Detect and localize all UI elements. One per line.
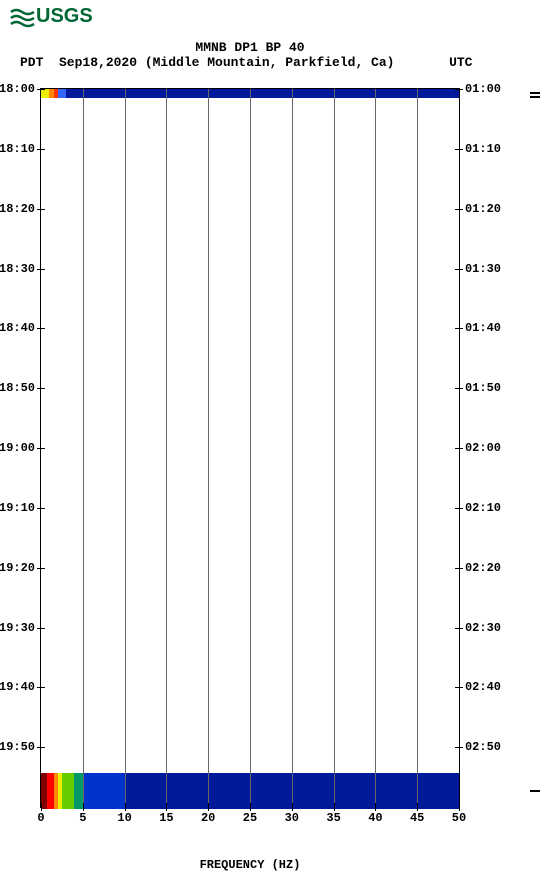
page-root: USGS MMNB DP1 BP 40 PDT Sep18,2020 (Midd…: [0, 0, 552, 893]
y-tick-label-right: 01:50: [465, 381, 501, 395]
x-tick-label: 20: [201, 811, 215, 825]
y-tick-label-left: 19:10: [0, 501, 35, 515]
x-tick-label: 25: [243, 811, 257, 825]
legend-tick: [530, 96, 540, 98]
y-tick-label-right: 01:40: [465, 321, 501, 335]
y-tick-label-left: 18:50: [0, 381, 35, 395]
y-tick-label-left: 19:40: [0, 680, 35, 694]
usgs-logo-text: USGS: [36, 5, 93, 28]
x-tick-mark: [208, 803, 209, 811]
x-tick-label: 35: [326, 811, 340, 825]
spectrogram-cell: [83, 773, 125, 809]
y-tick-label-right: 02:00: [465, 441, 501, 455]
legend-tick: [530, 790, 540, 792]
y-tick-mark-left: [37, 149, 45, 150]
y-tick-mark-left: [37, 448, 45, 449]
x-axis-label: FREQUENCY (HZ): [40, 858, 460, 872]
x-tick-label: 45: [410, 811, 424, 825]
grid-line-vertical: [166, 89, 167, 807]
spectrogram-cell: [41, 89, 49, 98]
plot-area: 0510152025303540455018:0018:1018:2018:30…: [40, 88, 460, 808]
y-tick-label-left: 18:40: [0, 321, 35, 335]
x-tick-label: 50: [452, 811, 466, 825]
y-tick-label-left: 18:10: [0, 142, 35, 156]
y-tick-mark-right: [455, 628, 463, 629]
x-tick-mark: [125, 803, 126, 811]
chart-title-block: MMNB DP1 BP 40 PDT Sep18,2020 (Middle Mo…: [0, 40, 552, 70]
y-tick-mark-right: [455, 747, 463, 748]
x-tick-mark: [250, 803, 251, 811]
y-tick-mark-left: [37, 568, 45, 569]
chart-subtitle: PDT Sep18,2020 (Middle Mountain, Parkfie…: [0, 55, 552, 70]
spectrogram-cell: [62, 773, 75, 809]
y-tick-label-left: 18:20: [0, 202, 35, 216]
x-tick-mark: [292, 803, 293, 811]
y-tick-label-left: 19:20: [0, 561, 35, 575]
y-tick-mark-right: [455, 269, 463, 270]
y-tick-label-right: 01:20: [465, 202, 501, 216]
y-tick-mark-right: [455, 149, 463, 150]
chart-title: MMNB DP1 BP 40: [40, 40, 460, 55]
grid-line-vertical: [292, 89, 293, 807]
y-tick-mark-right: [455, 687, 463, 688]
y-tick-mark-right: [455, 328, 463, 329]
y-tick-label-right: 01:30: [465, 262, 501, 276]
y-tick-mark-right: [455, 89, 463, 90]
subtitle-left: PDT Sep18,2020 (Middle Mountain, Parkfie…: [20, 55, 394, 70]
x-tick-mark: [334, 803, 335, 811]
spectrogram-cell: [58, 89, 66, 98]
y-tick-label-right: 02:40: [465, 680, 501, 694]
legend-tick: [530, 92, 540, 94]
grid-line-vertical: [208, 89, 209, 807]
y-tick-label-right: 02:20: [465, 561, 501, 575]
y-tick-mark-left: [37, 687, 45, 688]
y-tick-mark-left: [37, 269, 45, 270]
subtitle-right: UTC: [449, 55, 472, 70]
y-tick-label-left: 19:50: [0, 740, 35, 754]
x-tick-mark: [83, 803, 84, 811]
y-tick-mark-left: [37, 508, 45, 509]
x-tick-label: 5: [79, 811, 86, 825]
y-tick-label-right: 01:10: [465, 142, 501, 156]
y-tick-mark-right: [455, 209, 463, 210]
grid-line-vertical: [417, 89, 418, 807]
grid-line-vertical: [83, 89, 84, 807]
y-tick-mark-right: [455, 388, 463, 389]
y-tick-mark-right: [455, 568, 463, 569]
grid-line-vertical: [334, 89, 335, 807]
y-tick-mark-left: [37, 747, 45, 748]
y-tick-label-left: 19:00: [0, 441, 35, 455]
y-tick-label-right: 01:00: [465, 82, 501, 96]
spectrogram-chart: 0510152025303540455018:0018:1018:2018:30…: [40, 88, 460, 838]
y-tick-mark-left: [37, 628, 45, 629]
y-tick-mark-left: [37, 89, 45, 90]
y-tick-label-right: 02:10: [465, 501, 501, 515]
x-tick-label: 0: [37, 811, 44, 825]
y-tick-mark-left: [37, 328, 45, 329]
y-tick-mark-left: [37, 388, 45, 389]
x-tick-label: 15: [159, 811, 173, 825]
y-tick-mark-left: [37, 209, 45, 210]
x-tick-mark: [417, 803, 418, 811]
y-tick-label-right: 02:30: [465, 621, 501, 635]
spectrogram-cell: [74, 773, 82, 809]
y-tick-mark-right: [455, 448, 463, 449]
y-tick-label-left: 18:30: [0, 262, 35, 276]
usgs-logo: USGS: [10, 4, 93, 28]
grid-line-vertical: [375, 89, 376, 807]
y-tick-label-left: 18:00: [0, 82, 35, 96]
grid-line-vertical: [250, 89, 251, 807]
x-tick-label: 40: [368, 811, 382, 825]
x-tick-mark: [41, 803, 42, 811]
grid-line-vertical: [125, 89, 126, 807]
y-tick-label-right: 02:50: [465, 740, 501, 754]
x-tick-mark: [166, 803, 167, 811]
x-tick-label: 30: [285, 811, 299, 825]
y-tick-mark-right: [455, 508, 463, 509]
x-tick-mark: [459, 803, 460, 811]
x-tick-label: 10: [117, 811, 131, 825]
x-tick-mark: [375, 803, 376, 811]
y-tick-label-left: 19:30: [0, 621, 35, 635]
